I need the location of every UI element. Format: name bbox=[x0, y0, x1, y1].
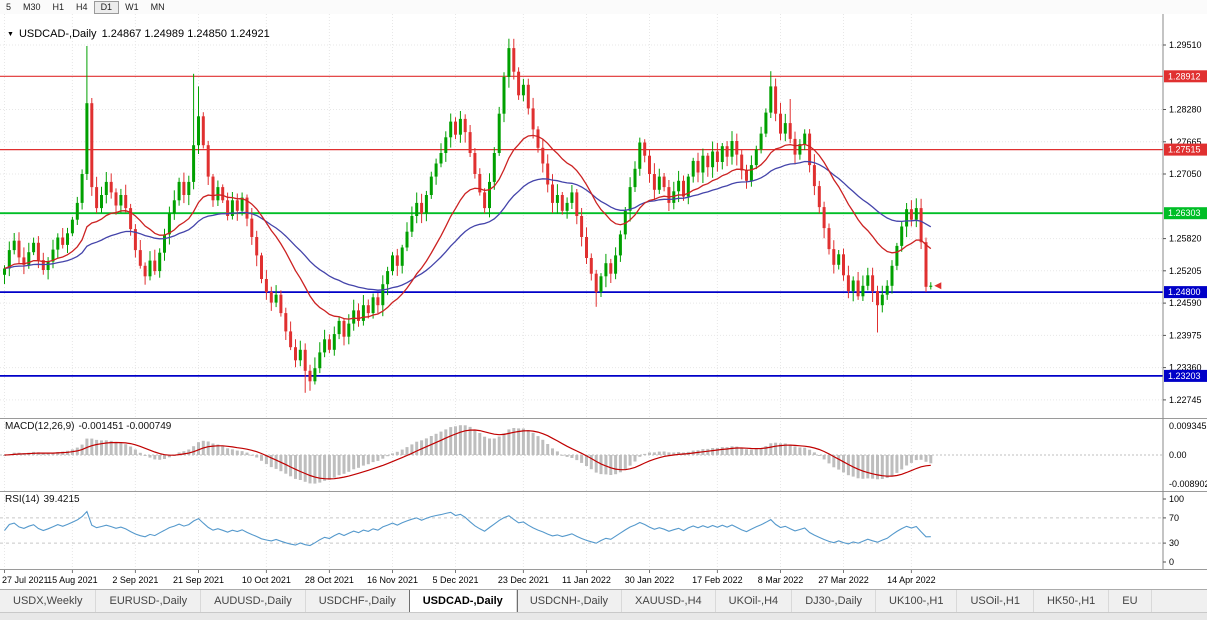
chart-tab-xauusd--h4[interactable]: XAUUSD-,H4 bbox=[622, 590, 716, 613]
svg-text:30 Jan 2022: 30 Jan 2022 bbox=[625, 575, 675, 585]
svg-text:1.24590: 1.24590 bbox=[1169, 298, 1202, 308]
svg-text:1.28280: 1.28280 bbox=[1169, 105, 1202, 115]
svg-text:1.27665: 1.27665 bbox=[1169, 137, 1202, 147]
timeframe-button-m30[interactable]: M30 bbox=[23, 2, 41, 12]
svg-text:14 Apr 2022: 14 Apr 2022 bbox=[887, 575, 936, 585]
timeframe-button-5[interactable]: 5 bbox=[6, 2, 12, 12]
svg-text:21 Sep 2021: 21 Sep 2021 bbox=[173, 575, 224, 585]
chart-symbol-label: USDCAD-,Daily bbox=[18, 28, 97, 40]
macd-panel[interactable]: 0.009345 0.00 -0.008902 bbox=[0, 418, 1207, 491]
rsi-value: 39.4215 bbox=[43, 494, 80, 505]
svg-text:1.25820: 1.25820 bbox=[1169, 234, 1202, 244]
svg-text:30: 30 bbox=[1169, 538, 1179, 548]
svg-text:0.009345: 0.009345 bbox=[1169, 421, 1207, 431]
level-price-tags: 1.28912 1.27515 1.26303 1.24800 1.23203 bbox=[1164, 70, 1207, 382]
svg-text:27 Jul 2021: 27 Jul 2021 bbox=[2, 575, 49, 585]
macd-name: MACD(12,26,9) bbox=[5, 421, 75, 432]
chart-tab-usdcad--daily[interactable]: USDCAD-,Daily bbox=[408, 590, 518, 613]
rsi-panel[interactable]: 100 70 30 0 bbox=[0, 491, 1207, 570]
last-price-arrow bbox=[934, 282, 942, 290]
price-gridlines bbox=[0, 14, 1163, 418]
svg-text:11 Jan 2022: 11 Jan 2022 bbox=[562, 575, 611, 585]
svg-text:1.23360: 1.23360 bbox=[1169, 363, 1202, 373]
svg-text:1.27515: 1.27515 bbox=[1168, 145, 1201, 155]
svg-text:17 Feb 2022: 17 Feb 2022 bbox=[692, 575, 743, 585]
chart-tab-eu[interactable]: EU bbox=[1109, 590, 1152, 613]
svg-text:1.23203: 1.23203 bbox=[1168, 371, 1201, 381]
svg-text:0: 0 bbox=[1169, 557, 1174, 567]
svg-text:5 Dec 2021: 5 Dec 2021 bbox=[432, 575, 478, 585]
chart-tab-usdcnh--daily[interactable]: USDCNH-,Daily bbox=[517, 590, 623, 613]
svg-text:8 Mar 2022: 8 Mar 2022 bbox=[758, 575, 804, 585]
timeframe-button-h1[interactable]: H1 bbox=[52, 2, 65, 12]
candles bbox=[3, 38, 933, 393]
svg-text:27 Mar 2022: 27 Mar 2022 bbox=[818, 575, 869, 585]
chart-tab-hk50--h1[interactable]: HK50-,H1 bbox=[1034, 590, 1110, 613]
bottom-scrollbar[interactable] bbox=[0, 612, 1207, 620]
chart-tabs-bar: USDX,Weekly EURUSD-,Daily AUDUSD-,Daily USD… bbox=[0, 589, 1207, 613]
chart-tab-usdchf--daily[interactable]: USDCHF-,Daily bbox=[306, 590, 410, 613]
svg-text:1.29510: 1.29510 bbox=[1169, 40, 1202, 50]
chart-tab-usoil--h1[interactable]: USOil-,H1 bbox=[957, 590, 1034, 613]
chart-ohlc-values: 1.24867 1.24989 1.24850 1.24921 bbox=[101, 28, 270, 40]
svg-text:-0.008902: -0.008902 bbox=[1169, 479, 1207, 489]
macd-axis-labels: 0.009345 0.00 -0.008902 bbox=[1169, 421, 1207, 489]
chart-tab-uk100--h1[interactable]: UK100-,H1 bbox=[876, 590, 958, 613]
chart-tab-dj30--daily[interactable]: DJ30-,Daily bbox=[792, 590, 877, 613]
chart-title: ▼ USDCAD-,Daily 1.24867 1.24989 1.24850 … bbox=[7, 28, 270, 40]
svg-text:1.25205: 1.25205 bbox=[1169, 266, 1202, 276]
rsi-axis-labels: 100 70 30 0 bbox=[1163, 494, 1184, 567]
chart-tab-ukoil--h4[interactable]: UKOil-,H4 bbox=[716, 590, 793, 613]
svg-text:10 Oct 2021: 10 Oct 2021 bbox=[242, 575, 291, 585]
price-axis-labels: 1.29510 1.28280 1.27665 1.27050 1.25820 1.252… bbox=[1163, 40, 1202, 405]
svg-text:1.28912: 1.28912 bbox=[1168, 71, 1201, 81]
svg-text:16 Nov 2021: 16 Nov 2021 bbox=[367, 575, 418, 585]
svg-text:1.24800: 1.24800 bbox=[1168, 287, 1201, 297]
timeframe-button-d1[interactable]: D1 bbox=[93, 0, 120, 14]
macd-values: -0.001451 -0.000749 bbox=[78, 421, 172, 432]
svg-text:0.00: 0.00 bbox=[1169, 450, 1187, 460]
svg-text:1.26303: 1.26303 bbox=[1168, 208, 1201, 218]
macd-signal-line bbox=[4, 429, 931, 480]
svg-text:23 Dec 2021: 23 Dec 2021 bbox=[498, 575, 549, 585]
chart-tab-usdx-weekly[interactable]: USDX,Weekly bbox=[0, 590, 97, 613]
rsi-line bbox=[4, 510, 931, 547]
svg-text:28 Oct 2021: 28 Oct 2021 bbox=[305, 575, 354, 585]
chart-tab-audusd--daily[interactable]: AUDUSD-,Daily bbox=[201, 590, 306, 613]
svg-text:70: 70 bbox=[1169, 513, 1179, 523]
price-panel[interactable]: 1.29510 1.28280 1.27665 1.27050 1.25820 1.252… bbox=[0, 14, 1207, 418]
timeframe-toolbar: 5 M30 H1 H4 D1 W1 MN bbox=[0, 0, 1207, 15]
ma-fast-line bbox=[4, 134, 932, 320]
timeframe-button-mn[interactable]: MN bbox=[150, 2, 165, 12]
macd-label: MACD(12,26,9) -0.001451 -0.000749 bbox=[5, 421, 175, 432]
svg-text:100: 100 bbox=[1169, 494, 1184, 504]
timeframe-button-w1[interactable]: W1 bbox=[125, 2, 139, 12]
svg-text:1.22745: 1.22745 bbox=[1169, 395, 1202, 405]
svg-text:1.27050: 1.27050 bbox=[1169, 169, 1202, 179]
timeframe-button-h4[interactable]: H4 bbox=[76, 2, 88, 12]
rsi-name: RSI(14) bbox=[5, 494, 40, 505]
svg-text:15 Aug 2021: 15 Aug 2021 bbox=[47, 575, 98, 585]
chart-dropdown-icon[interactable]: ▼ bbox=[7, 30, 14, 38]
rsi-label: RSI(14) 39.4215 bbox=[5, 494, 84, 505]
svg-text:2 Sep 2021: 2 Sep 2021 bbox=[112, 575, 158, 585]
chart-tab-eurusd--daily[interactable]: EURUSD-,Daily bbox=[96, 590, 202, 613]
ma-slow-line bbox=[4, 160, 932, 291]
svg-text:1.23975: 1.23975 bbox=[1169, 330, 1202, 340]
